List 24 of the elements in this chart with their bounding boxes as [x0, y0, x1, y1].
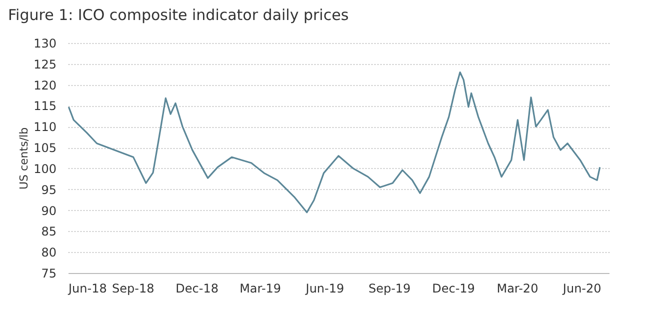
y-tick-label: 125	[34, 57, 56, 72]
x-tick-label: Mar-19	[240, 282, 282, 296]
line-series	[68, 71, 601, 214]
chart-title: Figure 1: ICO composite indicator daily prices	[8, 6, 349, 24]
y-tick-label: 80	[41, 246, 56, 260]
y-tick-label: 120	[34, 78, 56, 92]
x-tick-label: Dec-18	[176, 282, 218, 296]
x-tick-label: Jun-20	[562, 282, 602, 296]
y-tick-label: 75	[41, 266, 56, 280]
y-axis-title: US cents/lb	[18, 127, 31, 190]
x-tick-label: Jun-18	[68, 282, 107, 296]
y-tick-label: 95	[41, 182, 56, 197]
y-tick-label: 110	[34, 120, 56, 134]
y-tick-label: 100	[34, 162, 56, 176]
y-tick-label: 90	[41, 204, 56, 218]
y-tick-label: 130	[34, 36, 56, 50]
x-tick-label: Dec-19	[432, 282, 475, 296]
x-tick-label: Mar-20	[496, 282, 538, 296]
y-tick-label: 105	[34, 141, 56, 156]
x-tick-label: Sep-19	[368, 282, 411, 296]
y-tick-label: 115	[34, 99, 56, 114]
x-tick-label: Sep-18	[112, 282, 154, 296]
y-tick-label: 85	[41, 224, 56, 239]
x-tick-label: Jun-19	[304, 282, 344, 296]
